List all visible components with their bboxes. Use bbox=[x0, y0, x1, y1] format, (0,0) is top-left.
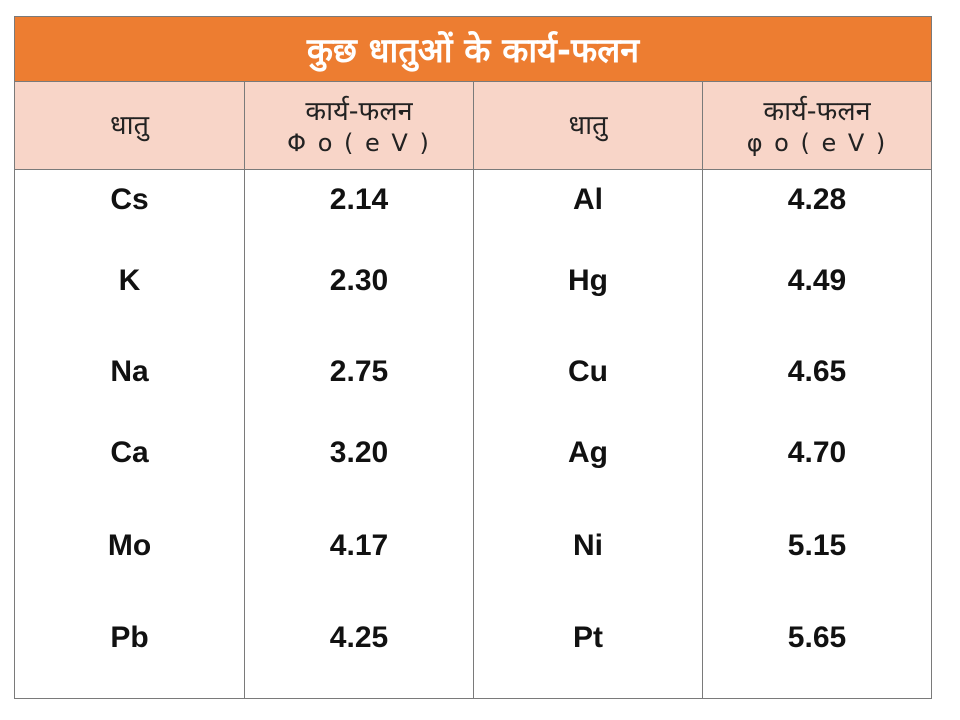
value-cell: 2.75 bbox=[329, 355, 389, 388]
value-cell: 2.30 bbox=[329, 264, 389, 297]
table-body: Cs K Na Ca Mo Pb 2.14 2.30 2.75 3.20 4.1… bbox=[15, 170, 931, 698]
metal-cell: Mo bbox=[107, 529, 152, 562]
metal-cell: Hg bbox=[568, 264, 608, 297]
value-cell: 4.65 bbox=[787, 355, 847, 388]
metal-cell: Pt bbox=[573, 621, 603, 654]
header-unit-left: Φ o ( e V ) bbox=[287, 128, 431, 157]
column-values-left: 2.14 2.30 2.75 3.20 4.17 4.25 bbox=[245, 170, 474, 698]
metal-cell: Ag bbox=[568, 436, 608, 469]
header-work-function-left-label: कार्य-फलन bbox=[305, 95, 413, 127]
metal-cell: Na bbox=[110, 355, 149, 388]
metal-cell: K bbox=[118, 264, 141, 297]
metal-cell: Pb bbox=[110, 621, 149, 654]
value-cell: 4.17 bbox=[329, 529, 389, 562]
work-function-table: कुछ धातुओं के कार्य-फलन धातु कार्य-फलन Φ… bbox=[14, 16, 932, 699]
table-title: कुछ धातुओं के कार्य-फलन bbox=[15, 17, 931, 82]
column-metals-right: Al Hg Cu Ag Ni Pt bbox=[474, 170, 703, 698]
header-work-function-right: कार्य-फलन φ o ( e V ) bbox=[703, 82, 931, 169]
metal-cell: Cs bbox=[110, 183, 149, 216]
value-cell: 4.28 bbox=[787, 183, 847, 216]
header-metal-right: धातु bbox=[474, 82, 703, 169]
value-cell: 4.70 bbox=[787, 436, 847, 469]
header-metal-right-label: धातु bbox=[568, 109, 608, 141]
value-cell: 4.49 bbox=[787, 264, 847, 297]
value-cell: 5.15 bbox=[787, 529, 847, 562]
header-metal-left-label: धातु bbox=[110, 109, 149, 141]
value-cell: 3.20 bbox=[329, 436, 389, 469]
header-unit-right: φ o ( e V ) bbox=[746, 128, 888, 157]
value-cell: 5.65 bbox=[787, 621, 847, 654]
value-cell: 2.14 bbox=[329, 183, 389, 216]
value-cell: 4.25 bbox=[329, 621, 389, 654]
metal-cell: Cu bbox=[568, 355, 608, 388]
column-metals-left: Cs K Na Ca Mo Pb bbox=[15, 170, 245, 698]
header-work-function-left: कार्य-फलन Φ o ( e V ) bbox=[245, 82, 474, 169]
metal-cell: Al bbox=[573, 183, 603, 216]
header-work-function-right-label: कार्य-फलन bbox=[763, 95, 871, 127]
metal-cell: Ni bbox=[573, 529, 603, 562]
header-metal-left: धातु bbox=[15, 82, 245, 169]
column-values-right: 4.28 4.49 4.65 4.70 5.15 5.65 bbox=[703, 170, 931, 698]
metal-cell: Ca bbox=[110, 436, 149, 469]
header-row: धातु कार्य-फलन Φ o ( e V ) धातु कार्य-फल… bbox=[15, 82, 931, 170]
